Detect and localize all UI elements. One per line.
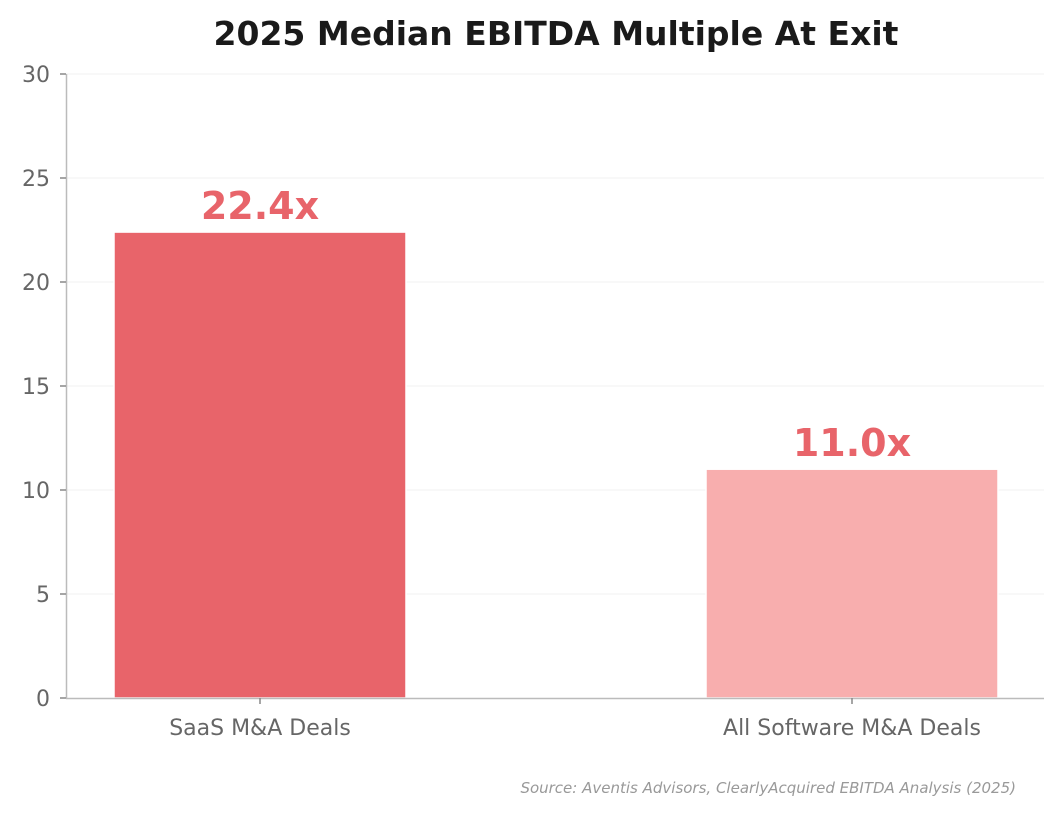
bar-value-label: 11.0x [793, 421, 911, 465]
bar [113, 231, 407, 699]
bars [113, 231, 999, 699]
y-tick-label: 0 [36, 687, 50, 712]
y-tick-label: 30 [22, 63, 50, 88]
y-tick-label: 5 [36, 583, 50, 608]
chart-title: 2025 Median EBITDA Multiple At Exit [214, 14, 899, 53]
data-labels: 22.4x 11.0x [201, 184, 911, 465]
x-ticks: SaaS M&A Deals All Software M&A Deals [169, 698, 981, 741]
source-note: Source: Aventis Advisors, ClearlyAcquire… [520, 779, 1016, 797]
y-ticks: 0 5 10 15 20 25 30 [22, 63, 66, 712]
x-tick-label: SaaS M&A Deals [169, 716, 351, 741]
y-tick-label: 20 [22, 271, 50, 296]
x-tick-label: All Software M&A Deals [723, 716, 981, 741]
bar-value-label: 22.4x [201, 184, 319, 228]
y-tick-label: 15 [22, 375, 50, 400]
y-tick-label: 25 [22, 167, 50, 192]
bar [705, 468, 999, 699]
y-tick-label: 10 [22, 479, 50, 504]
